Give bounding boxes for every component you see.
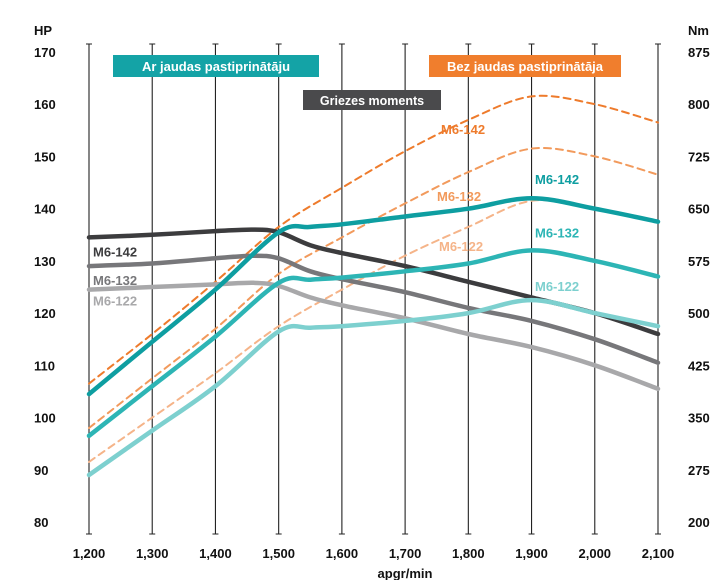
left-tick-label: 90 xyxy=(34,463,48,478)
torque-line-m6-122 xyxy=(86,280,661,392)
right-tick-label: 275 xyxy=(688,463,710,478)
legend-with-booster-label: Ar jaudas pastiprinātāju xyxy=(142,59,290,74)
series-labels: M6-142 M6-132 M6-122 M6-142 M6-132 M6-122 M6-1… xyxy=(93,122,579,309)
x-tick-label: 1,900 xyxy=(515,546,548,561)
left-tick-label: 150 xyxy=(34,149,56,164)
x-tick-label: 1,400 xyxy=(199,546,232,561)
x-tick-label: 1,500 xyxy=(262,546,295,561)
x-tick-label: 1,200 xyxy=(73,546,106,561)
legend-torque: Griezes moments xyxy=(303,90,441,110)
right-tick-label: 425 xyxy=(688,358,710,373)
legend-with-booster-box xyxy=(113,55,319,77)
right-tick-label: 650 xyxy=(688,202,710,217)
right-tick-label: 350 xyxy=(688,411,710,426)
right-tick-label: 575 xyxy=(688,254,710,269)
left-tick-label: 80 xyxy=(34,515,48,530)
legend-without-booster: Bez jaudas pastiprinātāja xyxy=(429,55,621,77)
left-tick-label: 110 xyxy=(34,358,55,373)
x-tick-label: 1,800 xyxy=(452,546,485,561)
power-with-booster-lines xyxy=(86,195,661,478)
legend-with-booster: Ar jaudas pastiprinātāju xyxy=(113,55,319,77)
power-with-booster-label-m6-142: M6-142 xyxy=(535,172,579,187)
power-without-booster-line-m6-142 xyxy=(88,94,659,385)
right-tick-label: 725 xyxy=(688,149,710,164)
right-tick-label: 200 xyxy=(688,515,710,530)
left-axis: HP 80 90 100 110 120 130 140 150 160 170 xyxy=(34,23,56,530)
left-tick-label: 120 xyxy=(34,306,56,321)
left-tick-label: 170 xyxy=(34,45,56,60)
power-with-booster-line-m6-122 xyxy=(86,297,661,478)
torque-label-m6-132: M6-132 xyxy=(93,273,137,288)
legend-torque-label: Griezes moments xyxy=(320,94,424,108)
left-tick-label: 100 xyxy=(34,411,56,426)
right-tick-label: 500 xyxy=(688,306,710,321)
right-axis: Nm 200 275 350 425 500 575 650 725 800 875 xyxy=(688,23,710,530)
left-tick-label: 140 xyxy=(34,202,56,217)
legend-torque-box xyxy=(303,90,441,110)
x-tick-label: 1,700 xyxy=(389,546,422,561)
left-tick-label: 130 xyxy=(34,254,56,269)
legend-without-booster-box xyxy=(429,55,621,77)
power-without-booster-label-m6-142: M6-142 xyxy=(441,122,485,137)
power-without-booster-label-m6-132: M6-132 xyxy=(437,189,481,204)
right-tick-label: 875 xyxy=(688,45,710,60)
x-tick-label: 1,600 xyxy=(326,546,359,561)
torque-label-m6-122: M6-122 xyxy=(93,294,137,309)
x-axis: 1,200 1,300 1,400 1,500 1,600 1,700 1,800 1,900… xyxy=(73,546,675,561)
power-with-booster-label-m6-132: M6-132 xyxy=(535,225,579,240)
torque-label-m6-142: M6-142 xyxy=(93,244,137,259)
x-axis-title: apgr/min xyxy=(378,566,433,580)
x-tick-label: 1,300 xyxy=(136,546,169,561)
x-tick-label: 2,100 xyxy=(642,546,675,561)
left-tick-label: 160 xyxy=(34,97,56,112)
power-without-booster-label-m6-122: M6-122 xyxy=(439,239,483,254)
legend-without-booster-label: Bez jaudas pastiprinātāja xyxy=(447,59,604,74)
power-with-booster-line-m6-142 xyxy=(86,195,661,397)
right-axis-unit: Nm xyxy=(688,23,709,38)
x-tick-label: 2,000 xyxy=(579,546,612,561)
left-axis-unit: HP xyxy=(34,23,52,38)
power-with-booster-label-m6-122: M6-122 xyxy=(535,279,579,294)
right-tick-label: 800 xyxy=(688,97,710,112)
power-with-booster-line-m6-132 xyxy=(86,248,661,439)
